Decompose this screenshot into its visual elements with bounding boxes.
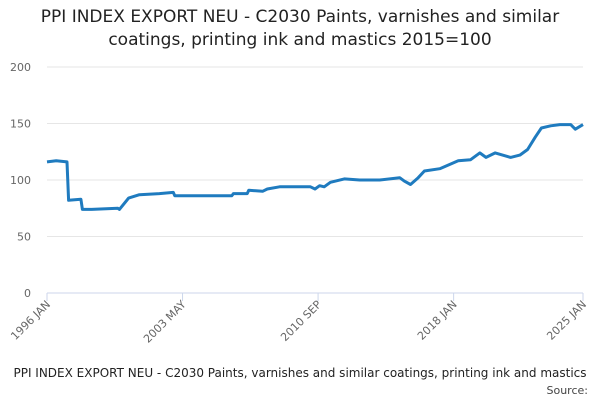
y-tick-label: 100 [10,174,31,187]
x-tick-label: 2010 SEP [278,298,324,344]
chart-title: PPI INDEX EXPORT NEU - C2030 Paints, var… [40,7,560,50]
y-tick-label: 50 [17,231,31,244]
y-tick-label: 200 [10,61,31,74]
x-tick-label: 2018 JAN [415,298,460,343]
x-tick-label: 1996 JAN [8,298,53,343]
source: Source: [547,384,589,397]
x-tick-label: 2003 MAY [141,298,189,346]
y-tick-label: 150 [10,118,31,131]
data-line [46,123,584,211]
y-tick-label: 0 [24,287,31,300]
x-tick-label: 2025 JAN [544,298,589,343]
legend-entry: PPI INDEX EXPORT NEU - C2030 Paints, var… [13,366,586,380]
